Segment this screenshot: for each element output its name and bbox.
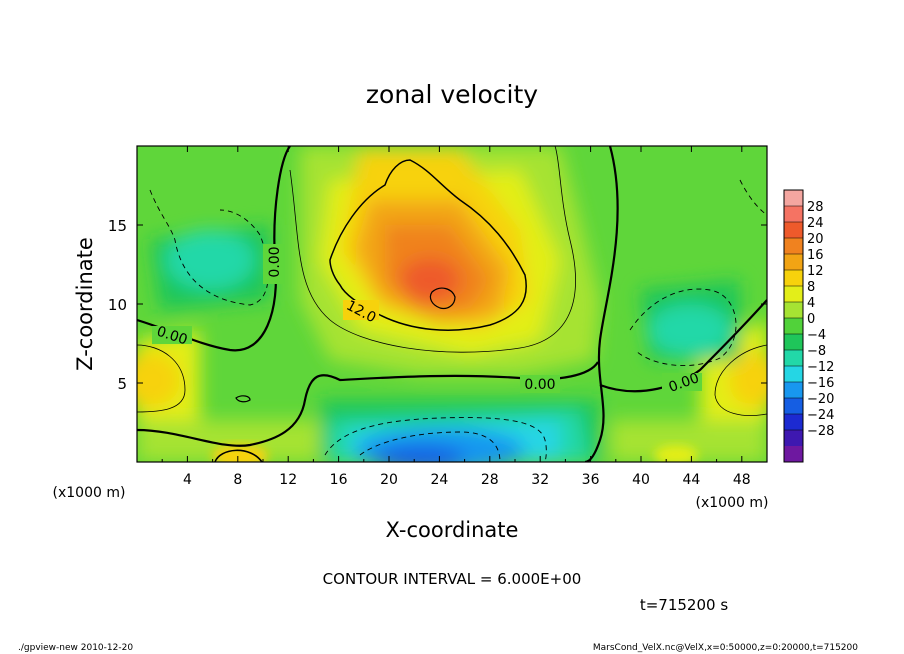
contour-neg6-bottom: [324, 417, 547, 462]
y-tick-label: 15: [108, 217, 127, 235]
y-tick-label: 10: [108, 296, 127, 314]
colorbar-swatch: [784, 190, 803, 207]
y-tick-label: 5: [117, 375, 127, 393]
x-tick-label: 4: [183, 472, 192, 488]
plot-area: 0.00 0.00 12.0 0.00 0.00: [137, 146, 767, 462]
colorbar-label: 16: [807, 248, 824, 263]
contour-zero-center: [584, 146, 619, 462]
x-tick-label: 28: [481, 472, 499, 488]
contour-neg12: [359, 431, 501, 462]
x-tick-label: 8: [233, 472, 242, 488]
colorbar-label: 24: [807, 216, 824, 231]
y-axis: 5 10 15: [108, 217, 767, 393]
colorbar-swatch: [784, 430, 803, 447]
colorbar-swatch: [784, 222, 803, 239]
colorbar-label: 20: [807, 232, 824, 247]
colorbar-swatch: [784, 334, 803, 351]
colorbar-frame: [783, 189, 804, 463]
colorbar-label: −28: [807, 424, 834, 439]
contour-label-bg: [152, 326, 192, 344]
contour-label: 0.00: [267, 246, 283, 277]
colorbar-label: −12: [807, 360, 834, 375]
colorbar-swatch: [784, 414, 803, 431]
x-tick-label: 44: [682, 472, 700, 488]
contour-6: [289, 146, 576, 353]
colorbar-swatch: [784, 446, 803, 463]
contour-6-right: [714, 344, 767, 416]
colorbar-label: 8: [807, 280, 815, 295]
contour-label-bg: [343, 300, 379, 320]
x-tick-label: 40: [632, 472, 650, 488]
footer-left: ./gpview-new 2010-12-20: [18, 643, 133, 653]
colorbar-swatch: [784, 350, 803, 367]
colorbar-label: −4: [807, 328, 826, 343]
x-tick-label: 36: [582, 472, 600, 488]
colorbar-swatch: [784, 286, 803, 303]
colorbar-swatch: [784, 318, 803, 335]
x-tick-label: 48: [733, 472, 751, 488]
x-tick-label: 24: [430, 472, 448, 488]
contour-zero-right: [599, 299, 767, 393]
x-tick-label: 20: [380, 472, 398, 488]
contour-label-bg: [263, 244, 285, 284]
colorbar-label: 28: [807, 200, 824, 215]
colorbar-swatch: [784, 254, 803, 271]
x-tick-label: 16: [330, 472, 348, 488]
x-axis-label: X-coordinate: [386, 518, 519, 542]
colorbar-swatch: [784, 238, 803, 255]
chart-title: zonal velocity: [366, 80, 538, 109]
colorbar-label: 4: [807, 296, 815, 311]
x-unit-label: (x1000 m): [696, 495, 769, 511]
x-origin-unit-label: (x1000 m): [53, 485, 126, 501]
field-shading: [137, 146, 767, 462]
colorbar-swatch: [784, 302, 803, 319]
colorbar-swatch: [784, 398, 803, 415]
y-axis-label: Z-coordinate: [73, 237, 97, 371]
x-axis: 4 8 12 16 20 24 28 32 36 40 44 48: [161, 146, 751, 488]
colorbar-label: −16: [807, 376, 834, 391]
contour-6-left: [137, 344, 186, 413]
contour-interval-text: CONTOUR INTERVAL = 6.000E+00: [323, 570, 582, 588]
colorbar-swatch: [784, 270, 803, 287]
contour-label: 0.00: [524, 377, 555, 393]
x-tick-label: 32: [531, 472, 549, 488]
colorbar-label: 0: [807, 312, 815, 327]
colorbar-swatch: [784, 206, 803, 223]
colorbar-label: 12: [807, 264, 824, 279]
contour-label-bg: [662, 373, 702, 391]
time-text: t=715200 s: [640, 596, 728, 614]
contour-label-bg: [520, 375, 560, 393]
contour-neg6-left: [149, 189, 269, 306]
footer-right: MarsCond_VelX.nc@VelX,x=0:50000,z=0:2000…: [593, 643, 858, 653]
contour-18: [429, 287, 456, 310]
colorbar-swatch: [784, 366, 803, 383]
colorbar-label: −8: [807, 344, 826, 359]
colorbar-label: −20: [807, 392, 834, 407]
colorbar-label: −24: [807, 408, 834, 423]
contour-neg6-right: [629, 288, 737, 367]
colorbar-swatch: [784, 382, 803, 399]
x-tick-label: 12: [279, 472, 297, 488]
